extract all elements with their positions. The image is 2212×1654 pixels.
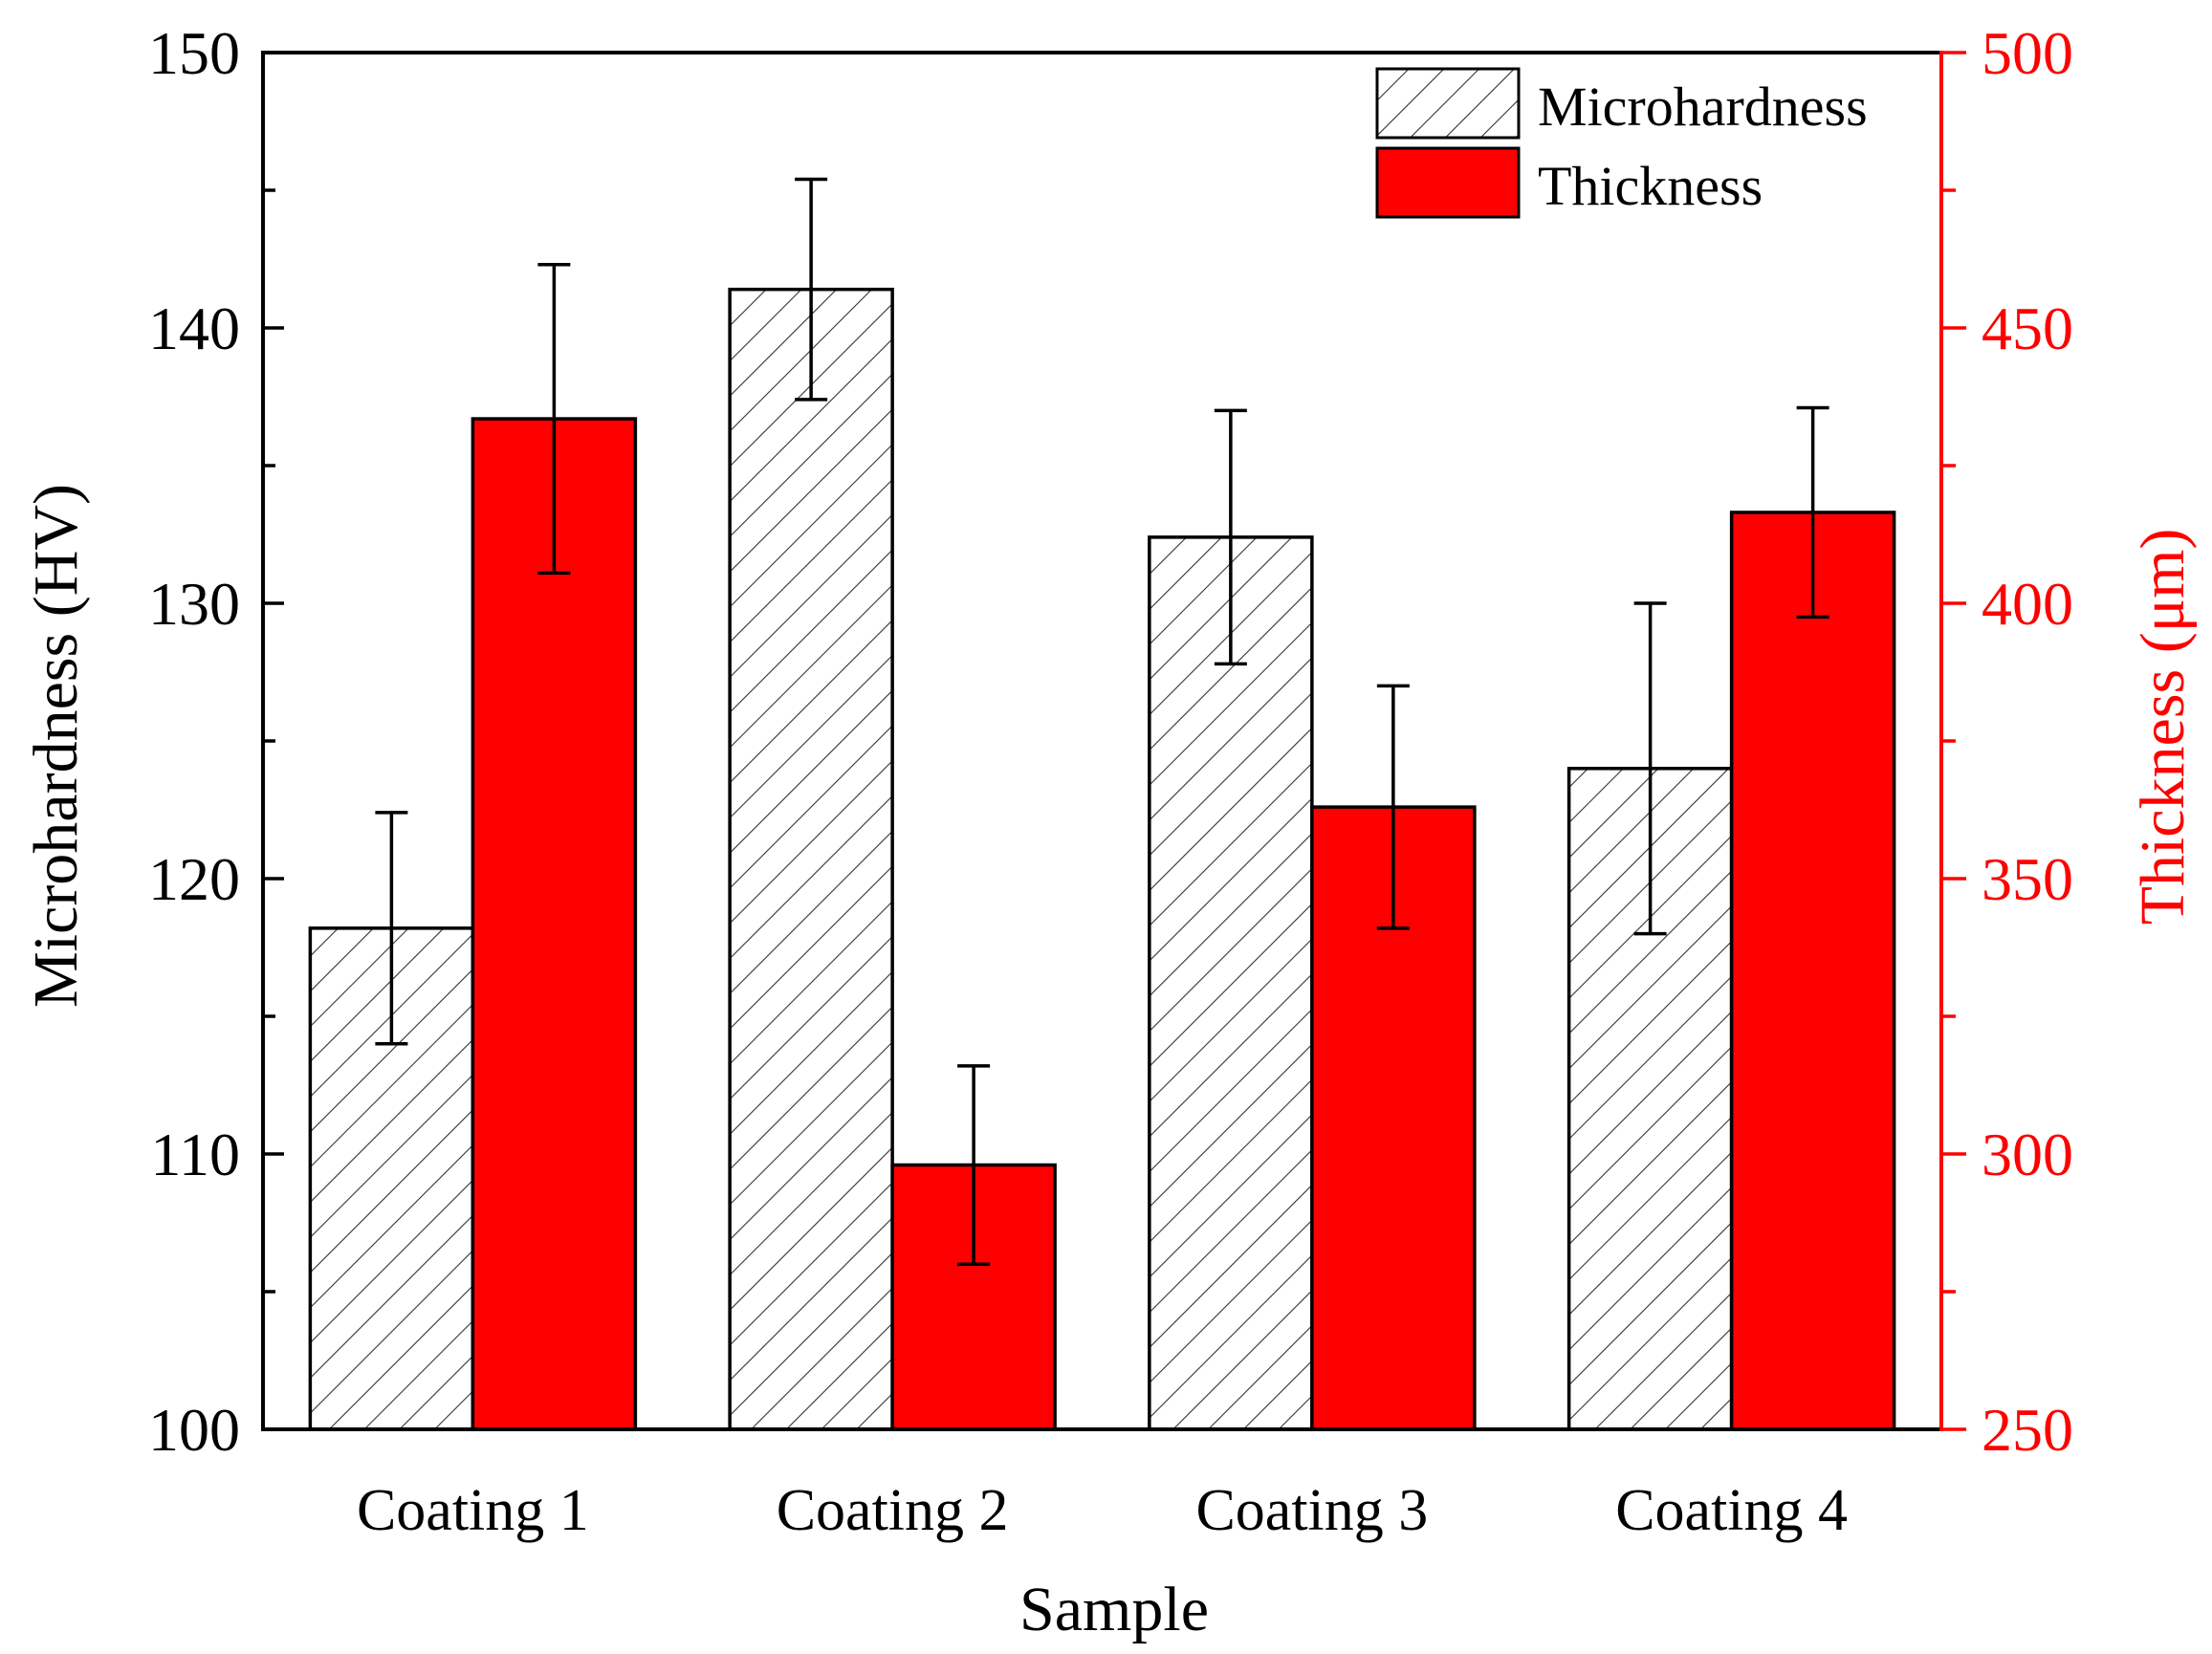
left-tick-label-110: 110 (150, 1121, 240, 1188)
error-bar-microhardness-2 (795, 177, 828, 402)
error-bar-thickness-2 (957, 1064, 991, 1266)
legend-label-microhardness: Microhardness (1538, 76, 1868, 138)
x-tick-label-3: Coating 3 (1195, 1478, 1428, 1543)
right-tick-label-250: 250 (1982, 1396, 2073, 1464)
bar-microhardness-2 (728, 287, 894, 1431)
legend-swatch-thickness (1375, 146, 1521, 219)
left-axis-title: Microhardness (HV) (21, 484, 91, 1008)
left-tick-label-130: 130 (148, 570, 240, 638)
x-axis-tick-labels: Coating 1 Coating 2 Coating 3 Coating 4 (357, 1478, 1848, 1543)
right-tick-label-300: 300 (1982, 1121, 2073, 1188)
x-tick-label-1: Coating 1 (357, 1478, 589, 1543)
legend-swatch-microhardness (1375, 67, 1521, 140)
right-tick-label-450: 450 (1982, 294, 2073, 362)
bars-layer (308, 287, 1896, 1431)
error-bar-thickness-3 (1376, 684, 1410, 930)
legend-label-thickness: Thickness (1538, 155, 1763, 217)
right-axis-title: Thickness (μm) (2128, 529, 2198, 925)
left-axis-ticks: 100 110 120 130 140 150 (148, 19, 284, 1464)
bar-thickness-1 (471, 417, 638, 1431)
legend: Microhardness Thickness (1375, 67, 1868, 219)
bar-microhardness-3 (1148, 535, 1314, 1431)
right-axis-ticks: 250 300 350 400 450 500 (1941, 19, 2073, 1464)
error-bar-thickness-4 (1796, 405, 1829, 620)
left-tick-label-150: 150 (148, 19, 240, 87)
error-bar-thickness-1 (537, 263, 571, 576)
x-tick-label-4: Coating 4 (1615, 1478, 1848, 1543)
error-bar-microhardness-3 (1214, 408, 1247, 666)
error-bars-layer (375, 177, 1829, 1266)
right-tick-label-350: 350 (1982, 845, 2073, 913)
right-tick-label-500: 500 (1982, 19, 2073, 87)
x-tick-label-2: Coating 2 (777, 1478, 1009, 1543)
x-axis-title: Sample (1019, 1575, 1209, 1644)
left-tick-label-120: 120 (148, 845, 240, 913)
right-tick-label-400: 400 (1982, 570, 2073, 638)
error-bar-microhardness-4 (1633, 601, 1667, 936)
left-tick-label-100: 100 (148, 1396, 240, 1464)
bar-thickness-4 (1729, 511, 1896, 1431)
left-tick-label-140: 140 (148, 294, 240, 362)
error-bar-microhardness-1 (375, 811, 408, 1046)
